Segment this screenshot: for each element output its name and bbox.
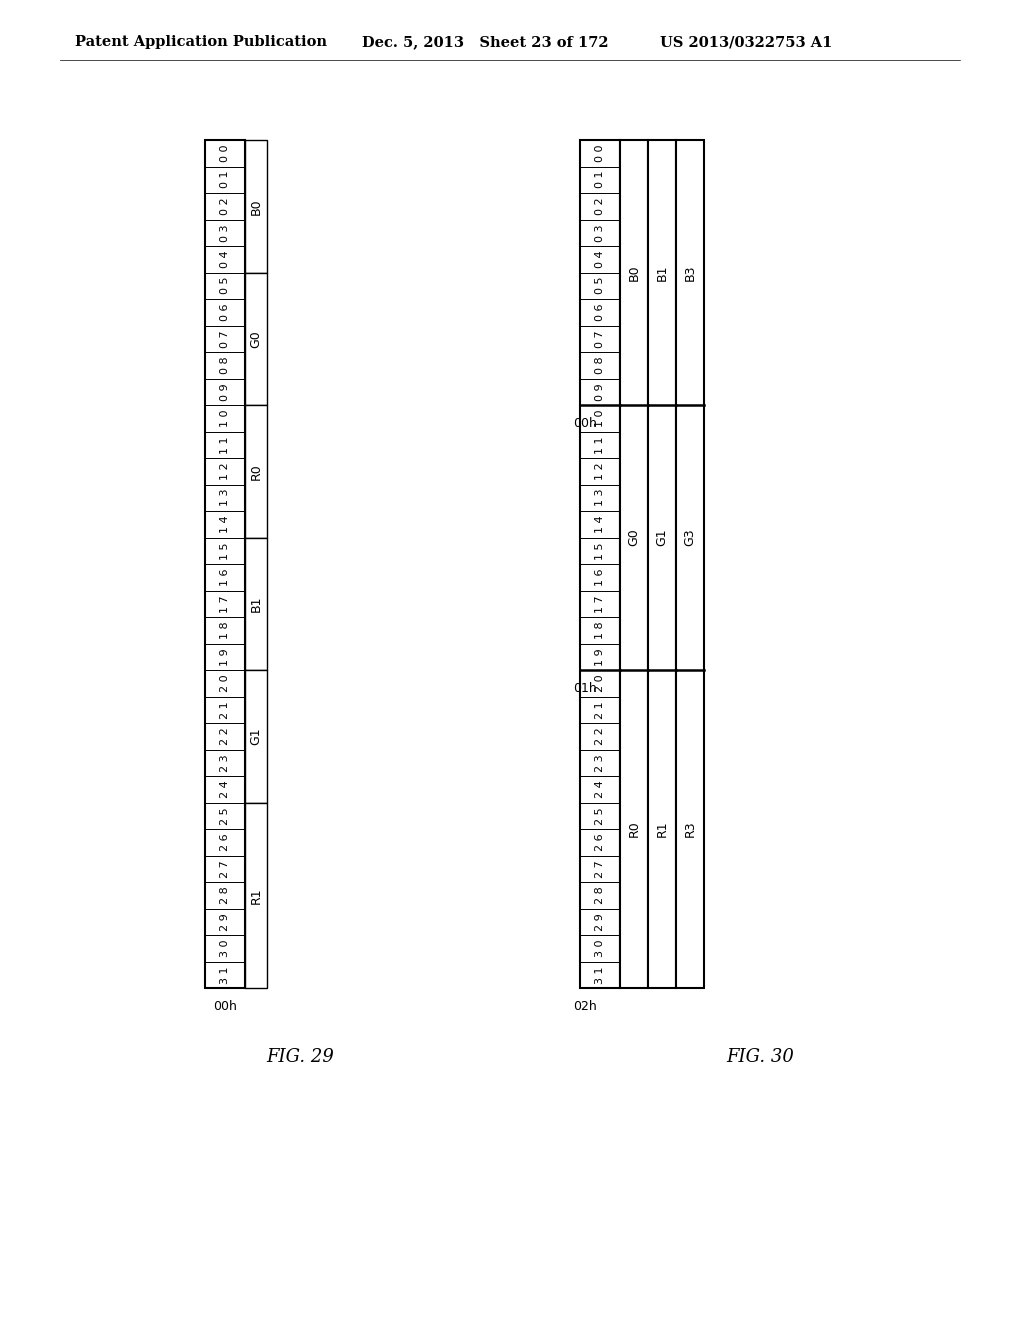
Text: 2 1: 2 1 [595,701,605,718]
Text: 0 5: 0 5 [220,277,230,294]
Text: 0 7: 0 7 [220,330,230,347]
Text: 1 1: 1 1 [220,436,230,454]
Text: R1: R1 [250,887,262,904]
Text: 0 2: 0 2 [595,198,605,215]
Text: G0: G0 [250,330,262,347]
Text: 0 1: 0 1 [220,172,230,189]
Text: 0 0: 0 0 [595,144,605,162]
Text: Patent Application Publication: Patent Application Publication [75,36,327,49]
Text: 2 5: 2 5 [595,807,605,825]
Bar [245,671,267,803]
Text: 0 1: 0 1 [595,172,605,189]
Bar [648,140,676,987]
Text: 1 9: 1 9 [595,648,605,665]
Text: 2 1: 2 1 [220,701,230,718]
Text: 2 4: 2 4 [595,780,605,799]
Text: 3 1: 3 1 [595,966,605,983]
Text: 2 8: 2 8 [220,886,230,904]
Text: 01h: 01h [573,682,597,696]
Text: 2 0: 2 0 [220,675,230,692]
Text: 2 2: 2 2 [595,727,605,744]
Text: 0 6: 0 6 [595,304,605,321]
Text: R1: R1 [655,821,669,837]
Text: 2 5: 2 5 [220,807,230,825]
Text: 00h: 00h [213,1001,237,1012]
Text: 0 2: 0 2 [220,198,230,215]
Text: 2 0: 2 0 [595,675,605,692]
Bar [620,140,648,987]
Text: B3: B3 [683,264,696,281]
Text: 3 0: 3 0 [595,940,605,957]
Bar [245,272,267,405]
Text: 0 9: 0 9 [595,383,605,400]
Text: 2 6: 2 6 [595,833,605,851]
Text: G1: G1 [250,727,262,744]
Bar [580,140,620,987]
Text: 3 1: 3 1 [220,966,230,983]
Text: 0 4: 0 4 [595,251,605,268]
Text: 0 0: 0 0 [220,144,230,162]
Bar [676,140,705,987]
Text: 02h: 02h [573,1001,597,1012]
Text: 2 6: 2 6 [220,833,230,851]
Text: B1: B1 [655,264,669,281]
Text: R0: R0 [250,463,262,479]
Text: 1 5: 1 5 [595,543,605,560]
Text: 1 8: 1 8 [220,622,230,639]
Text: FIG. 30: FIG. 30 [726,1048,794,1067]
Text: 0 9: 0 9 [220,383,230,400]
Text: 1 9: 1 9 [220,648,230,665]
Text: 1 7: 1 7 [220,595,230,612]
Text: 1 5: 1 5 [220,543,230,560]
Text: 0 3: 0 3 [595,224,605,242]
Text: 2 3: 2 3 [220,754,230,772]
Text: G1: G1 [655,529,669,546]
Text: 1 2: 1 2 [220,462,230,480]
Bar [245,140,267,272]
Text: 2 9: 2 9 [595,913,605,931]
Text: R3: R3 [683,821,696,837]
Text: B0: B0 [628,264,640,281]
Text: FIG. 29: FIG. 29 [266,1048,334,1067]
Text: 1 2: 1 2 [595,462,605,480]
Text: 2 4: 2 4 [220,780,230,799]
Text: 1 3: 1 3 [220,488,230,507]
Text: 1 0: 1 0 [595,409,605,426]
Text: 1 4: 1 4 [220,515,230,533]
Text: R0: R0 [628,821,640,837]
Text: B0: B0 [250,198,262,215]
Text: 2 9: 2 9 [220,913,230,931]
Bar [245,803,267,987]
Text: 2 3: 2 3 [595,754,605,772]
Text: 1 8: 1 8 [595,622,605,639]
Text: 2 7: 2 7 [595,859,605,878]
Text: 0 8: 0 8 [220,356,230,374]
Bar [245,537,267,671]
Text: 1 3: 1 3 [595,488,605,507]
Text: 1 0: 1 0 [220,409,230,426]
Text: 0 8: 0 8 [595,356,605,374]
Text: 2 2: 2 2 [220,727,230,744]
Text: 0 7: 0 7 [595,330,605,347]
Text: Dec. 5, 2013   Sheet 23 of 172: Dec. 5, 2013 Sheet 23 of 172 [362,36,608,49]
Text: 2 8: 2 8 [595,886,605,904]
Text: US 2013/0322753 A1: US 2013/0322753 A1 [660,36,833,49]
Text: 0 6: 0 6 [220,304,230,321]
Text: 00h: 00h [573,417,597,430]
Text: 1 7: 1 7 [595,595,605,612]
Text: 1 6: 1 6 [220,569,230,586]
Bar [205,140,245,987]
Text: 0 4: 0 4 [220,251,230,268]
Text: 1 6: 1 6 [595,569,605,586]
Text: G3: G3 [683,529,696,546]
Text: G0: G0 [628,528,640,546]
Text: 1 1: 1 1 [595,436,605,454]
Text: 0 5: 0 5 [595,277,605,294]
Text: B1: B1 [250,595,262,612]
Bar [245,405,267,537]
Text: 3 0: 3 0 [220,940,230,957]
Text: 0 3: 0 3 [220,224,230,242]
Text: 1 4: 1 4 [595,515,605,533]
Text: 2 7: 2 7 [220,859,230,878]
